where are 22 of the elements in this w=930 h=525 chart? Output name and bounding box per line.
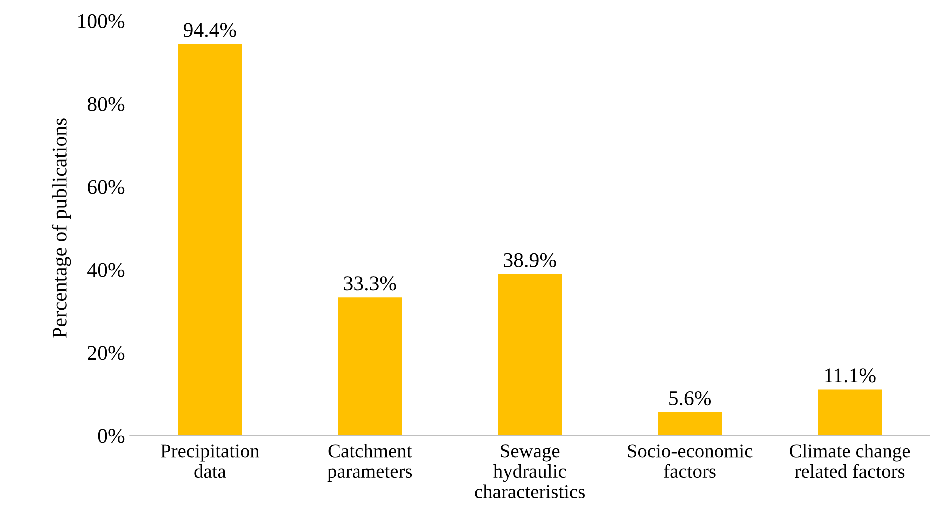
- x-tick-label: Catchment parameters: [328, 444, 412, 482]
- x-tick-label: Climate change related factors: [790, 444, 910, 478]
- y-tick-label: 0%: [98, 429, 125, 444]
- data-label: 11.1%: [825, 368, 876, 383]
- bar: [178, 44, 242, 436]
- bar: [818, 390, 882, 436]
- y-tick-label: 80%: [88, 97, 125, 112]
- x-tick-label: Sewage hydraulic characteristics: [475, 444, 585, 498]
- data-label: 94.4%: [184, 23, 236, 38]
- y-tick-label: 40%: [88, 263, 125, 278]
- y-tick-label: 60%: [88, 180, 125, 194]
- bar: [658, 412, 722, 436]
- y-tick-label: 20%: [88, 346, 125, 360]
- x-tick-label: Precipitation data: [161, 444, 260, 478]
- y-axis-title: Percentage of publications: [52, 118, 72, 338]
- data-label: 38.9%: [504, 253, 556, 268]
- data-label: 33.3%: [344, 276, 396, 291]
- y-tick-label: 100%: [78, 14, 125, 28]
- bar: [498, 274, 562, 436]
- data-label: 5.6%: [670, 391, 712, 406]
- x-tick-label: Socio-economic factors: [628, 444, 753, 478]
- bar: [338, 298, 402, 436]
